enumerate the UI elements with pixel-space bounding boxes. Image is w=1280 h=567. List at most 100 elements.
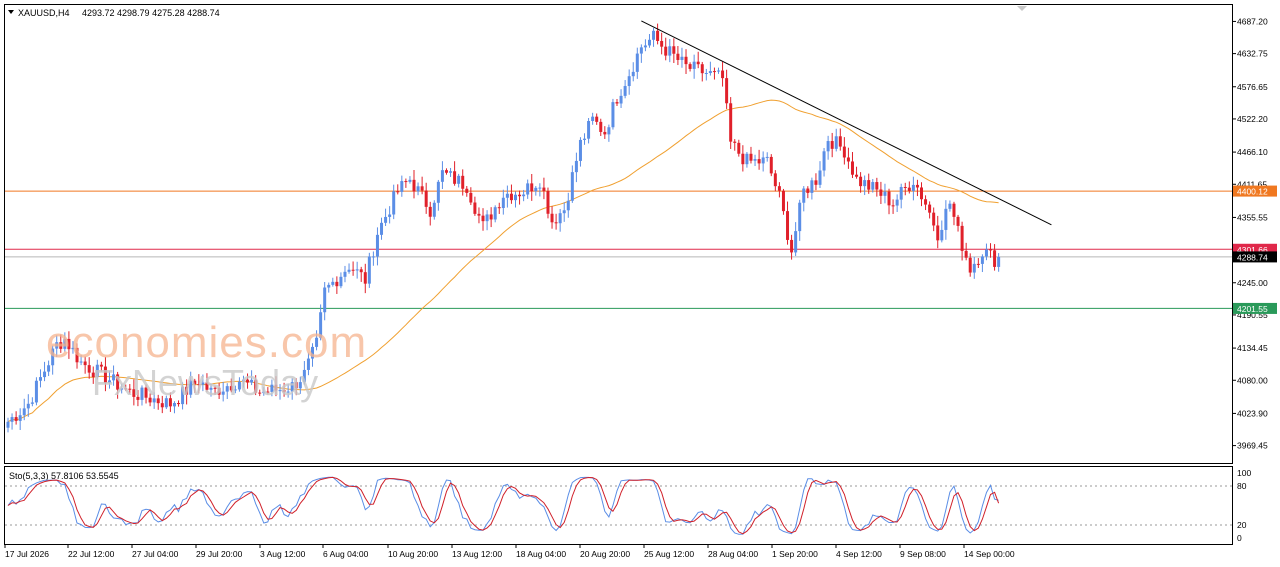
candle-body — [485, 214, 489, 222]
candle-body — [810, 180, 814, 193]
candle-body — [989, 249, 993, 251]
candles — [6, 23, 1001, 433]
candle-body — [786, 211, 790, 240]
candle-body — [477, 213, 481, 216]
candle-body — [440, 170, 444, 182]
candle-body — [38, 377, 42, 381]
candle-body — [34, 380, 38, 403]
candle-body — [522, 194, 526, 197]
candle-body — [704, 73, 708, 75]
candle-body — [680, 56, 684, 60]
candle-body — [639, 47, 643, 54]
candle-body — [838, 136, 842, 147]
candle-body — [71, 347, 75, 350]
price-tick-label: 4466.10 — [1237, 147, 1268, 157]
candle-body — [489, 214, 493, 220]
candle-body — [725, 78, 729, 104]
candle-body — [980, 256, 984, 264]
candle-body — [570, 172, 574, 201]
candle-body — [108, 380, 111, 384]
candle-body — [278, 390, 282, 392]
candle-body — [136, 396, 140, 400]
time-tick-label: 1 Sep 20:00 — [772, 549, 818, 559]
candle-body — [619, 95, 623, 104]
candle-body — [842, 146, 846, 158]
price-tick-label: 4080.00 — [1237, 375, 1268, 385]
candle-body — [997, 256, 1001, 267]
candle-body — [367, 256, 371, 284]
time-tick-label: 27 Jul 04:00 — [132, 549, 179, 559]
candle-body — [615, 102, 619, 104]
candle-body — [583, 138, 587, 140]
candle-body — [822, 151, 826, 171]
time-axis: 17 Jul 2026 22 Jul 12:00 27 Jul 04:00 29 Ju… — [4, 544, 1015, 559]
time-tick-label: 3 Aug 12:00 — [260, 549, 306, 559]
candle-body — [396, 191, 400, 193]
candle-body — [343, 271, 347, 277]
time-tick-label: 4 Sep 12:00 — [836, 549, 882, 559]
candle-body — [327, 284, 331, 288]
candle-body — [631, 71, 635, 77]
candle-body — [765, 156, 769, 158]
candle-body — [298, 382, 302, 389]
horizontal-levels — [5, 190, 1232, 309]
candle-body — [790, 239, 794, 253]
collapse-triangle-icon[interactable] — [8, 10, 14, 14]
candle-body — [753, 159, 757, 161]
candle-body — [859, 176, 863, 187]
candle-body — [148, 397, 152, 403]
candle-body — [428, 206, 432, 217]
candle-body — [976, 263, 980, 265]
indicator-panel — [4, 466, 1233, 545]
candle-body — [420, 186, 424, 191]
candle-body — [185, 386, 189, 395]
time-tick-label: 29 Jul 20:00 — [196, 549, 243, 559]
candle-body — [404, 181, 408, 183]
candle-body — [262, 391, 266, 394]
scroll-marker-icon[interactable] — [1017, 6, 1027, 11]
candle-body — [607, 127, 611, 135]
trendline[interactable] — [641, 20, 1052, 226]
candle-body — [201, 382, 205, 385]
candle-body — [335, 281, 339, 287]
candle-body — [802, 188, 806, 203]
candle-body — [55, 342, 59, 349]
candle-body — [83, 361, 87, 366]
price-tick-label: 4134.45 — [1237, 343, 1268, 353]
candle-body — [319, 312, 323, 338]
candle-body — [282, 390, 286, 393]
candle-body — [647, 39, 651, 46]
candle-body — [120, 388, 124, 390]
candle-body — [798, 202, 802, 232]
main-panel — [4, 4, 1233, 464]
candle-body — [388, 214, 392, 217]
candle-body — [505, 193, 509, 198]
candle-body — [124, 388, 128, 390]
candle-body — [814, 180, 818, 185]
candle-body — [611, 102, 615, 128]
price-tick-label: 4355.55 — [1237, 212, 1268, 222]
moving-average — [7, 99, 999, 423]
candle-body — [197, 384, 201, 386]
candle-body — [461, 175, 465, 189]
candle-body — [940, 229, 944, 241]
candle-body — [550, 213, 554, 223]
candle-body — [164, 398, 168, 408]
candle-body — [895, 199, 899, 206]
candle-body — [920, 187, 923, 200]
candle-body — [712, 71, 716, 73]
candle-body — [22, 408, 26, 416]
candle-body — [757, 159, 761, 164]
candle-body — [473, 202, 477, 214]
candle-body — [566, 200, 570, 211]
candle-body — [380, 222, 384, 235]
candle-body — [968, 257, 972, 273]
price-tag-label: 4301.66 — [1237, 245, 1268, 255]
candle-body — [794, 231, 798, 253]
candle-body — [875, 182, 879, 190]
candle-body — [514, 194, 517, 201]
candle-body — [392, 191, 396, 215]
candle-body — [444, 170, 448, 173]
price-tag — [1233, 185, 1277, 197]
